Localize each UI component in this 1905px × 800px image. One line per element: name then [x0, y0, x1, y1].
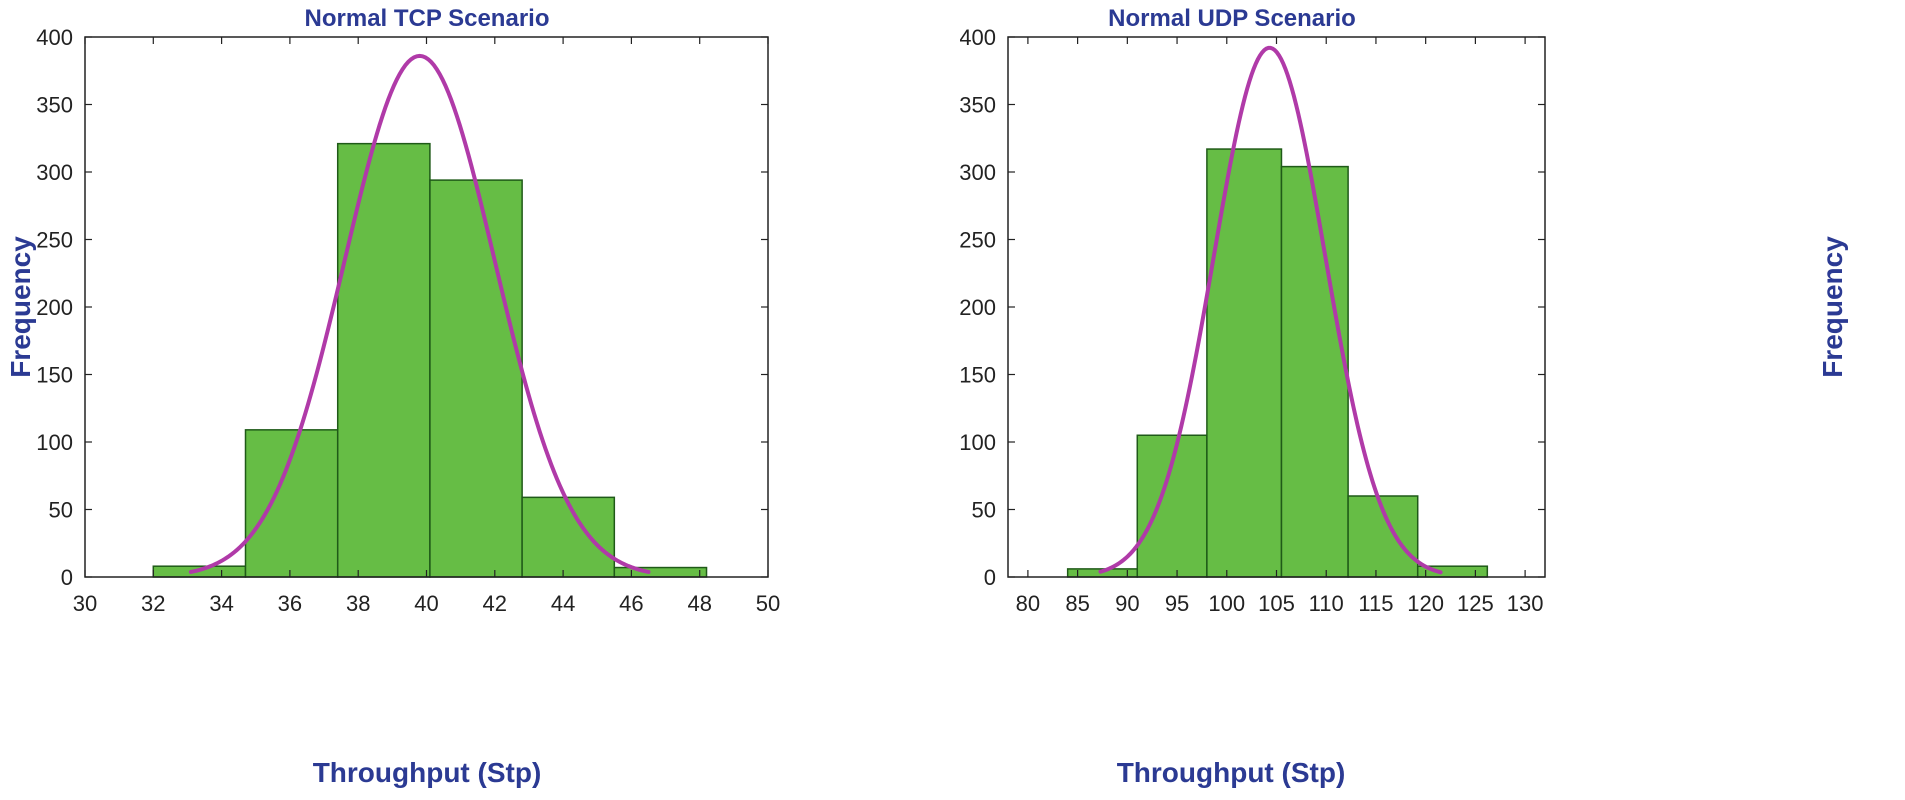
- normal-fit-curve: [1098, 45, 1443, 575]
- y-tick-label: 50: [49, 498, 73, 523]
- y-tick-label: 150: [960, 363, 996, 388]
- x-tick-label: 125: [1457, 591, 1494, 616]
- x-tick-label: 130: [1507, 591, 1544, 616]
- x-tick-label: 38: [346, 591, 370, 616]
- x-tick-label: 85: [1065, 591, 1089, 616]
- histogram-bar-4: [521, 496, 616, 578]
- x-tick-label: 100: [1208, 591, 1245, 616]
- histogram-bar-3: [429, 179, 523, 578]
- x-tick-label: 105: [1258, 591, 1295, 616]
- y-tick-label: 50: [972, 498, 996, 523]
- x-axis-label: Throughput (Stp): [313, 757, 542, 788]
- x-tick-label: 115: [1358, 591, 1393, 616]
- y-tick-label: 250: [36, 228, 73, 253]
- y-tick-label: 0: [984, 565, 996, 590]
- y-tick-label: 0: [61, 565, 73, 590]
- y-tick-label: 150: [36, 363, 73, 388]
- y-axis-label: Frequency: [5, 236, 36, 378]
- y-tick-label: 100: [960, 430, 996, 455]
- normal-fit-curve: [188, 53, 651, 574]
- x-tick-label: 42: [483, 591, 507, 616]
- x-tick-label: 34: [209, 591, 233, 616]
- x-tick-label: 46: [619, 591, 643, 616]
- histogram-bar-3: [1280, 165, 1349, 578]
- tcp-histogram-panel: Normal TCP Scenario Frequency Throughput…: [5, 5, 780, 788]
- y-axis-label: Frequency: [1817, 236, 1848, 378]
- y-tick-label: 200: [36, 295, 73, 320]
- histogram-bar-5: [613, 566, 708, 578]
- y-tick-label: 100: [36, 430, 73, 455]
- histogram-bar-2: [1206, 148, 1283, 578]
- x-tick-label: 110: [1309, 591, 1344, 616]
- x-tick-label: 40: [414, 591, 438, 616]
- x-tick-label: 120: [1407, 591, 1444, 616]
- y-tick-label: 400: [36, 25, 73, 50]
- udp-histogram-panel: Normal UDP Scenario Frequency Throughput…: [959, 0, 1905, 795]
- y-tick-label: 300: [960, 160, 996, 185]
- histogram-bar-2: [336, 142, 431, 578]
- tcp-histogram-chart: Normal TCP Scenario Frequency Throughput…: [5, 5, 780, 788]
- x-tick-label: 95: [1165, 591, 1189, 616]
- y-tick-label: 250: [960, 228, 996, 253]
- chart-title: Normal TCP Scenario: [305, 5, 550, 32]
- x-axis-label: Throughput (Stp): [1117, 757, 1346, 788]
- x-tick-label: 50: [756, 591, 780, 616]
- y-tick-label: 400: [960, 25, 996, 50]
- x-tick-label: 30: [73, 591, 97, 616]
- y-tick-label: 350: [36, 93, 73, 118]
- y-tick-label: 350: [960, 93, 996, 118]
- x-tick-label: 90: [1115, 591, 1139, 616]
- chart-title: Normal UDP Scenario: [1108, 5, 1356, 32]
- x-tick-label: 44: [551, 591, 575, 616]
- udp-histogram-chart: Normal UDP Scenario Frequency Throughput…: [959, 5, 1848, 788]
- y-tick-label: 300: [36, 160, 73, 185]
- x-tick-label: 48: [687, 591, 711, 616]
- y-tick-label: 200: [960, 295, 996, 320]
- x-tick-label: 32: [141, 591, 165, 616]
- x-tick-label: 80: [1016, 591, 1040, 616]
- x-tick-label: 36: [278, 591, 302, 616]
